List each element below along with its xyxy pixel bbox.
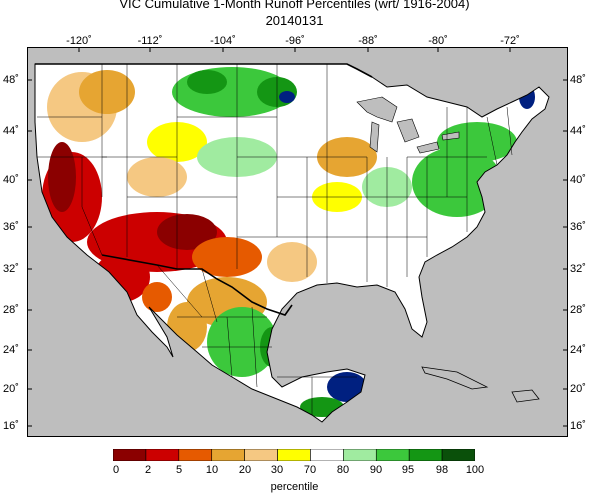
- colorbar-segment-8: [375, 449, 410, 461]
- lon-label-112w: -112˚: [137, 35, 163, 47]
- colorbar-segment-10: [441, 449, 475, 461]
- map-ticks: [27, 47, 568, 427]
- colorbar-segment-6: [310, 449, 344, 461]
- lat-label-44n-left: 44˚: [3, 125, 19, 137]
- lat-label-48n-left: 48˚: [3, 74, 19, 86]
- state-boundaries: [37, 64, 513, 287]
- lake-erie: [416, 141, 440, 154]
- lon-label-88w: -88˚: [358, 35, 378, 47]
- lat-label-20n-left: 20˚: [3, 383, 19, 395]
- colorbar-tick-80: 80: [336, 464, 350, 476]
- lat-label-32n-left: 32˚: [3, 263, 19, 275]
- region-dakota-extreme-wet: [279, 91, 295, 103]
- cuba-island: [421, 366, 489, 390]
- colorbar-tick-20: 20: [238, 464, 252, 476]
- colorbar-tick-70: 70: [303, 464, 317, 476]
- colorbar-segment-9: [408, 449, 443, 461]
- colorbar-tick-2: 2: [144, 464, 152, 476]
- runoff-percentile-map: [27, 47, 568, 437]
- colorbar-title: percentile: [270, 481, 319, 493]
- lat-label-36n-left: 36˚: [3, 221, 19, 233]
- hispaniola-island: [511, 389, 540, 403]
- colorbar-tick-98: 98: [435, 464, 449, 476]
- colorbar-tick-90: 90: [369, 464, 383, 476]
- colorbar-tick-95: 95: [401, 464, 415, 476]
- colorbar-tick-30: 30: [270, 464, 284, 476]
- coastline: [34, 63, 550, 423]
- lat-label-28n-right: 28˚: [570, 304, 586, 316]
- lat-label-16n-right: 16˚: [570, 420, 586, 432]
- colorbar-segment-7: [343, 449, 377, 461]
- lake-ontario: [441, 131, 460, 141]
- map-date: 20140131: [265, 13, 324, 28]
- lon-label-120w: -120˚: [66, 35, 92, 47]
- us-canada-border: [35, 63, 373, 78]
- lake-superior: [356, 96, 398, 123]
- colorbar-tick-10: 10: [205, 464, 219, 476]
- lat-label-16n-left: 16˚: [3, 420, 19, 432]
- colorbar-tick-100: 100: [465, 464, 485, 476]
- region-montana-very-wet: [187, 70, 227, 94]
- region-arizona-extreme: [157, 214, 217, 250]
- lon-label-72w: -72˚: [500, 35, 520, 47]
- lake-michigan: [369, 121, 380, 153]
- lat-label-36n-right: 36˚: [570, 221, 586, 233]
- lat-label-32n-right: 32˚: [570, 263, 586, 275]
- colorbar-tick-5: 5: [175, 464, 183, 476]
- us-mexico-border: [101, 254, 293, 316]
- colorbar-segment-2: [178, 449, 213, 461]
- region-newengland-wet: [437, 122, 517, 162]
- region-california-extreme: [48, 142, 76, 212]
- lon-label-96w: -96˚: [285, 35, 305, 47]
- colorbar-segment-0: [113, 449, 147, 461]
- lon-label-104w: -104˚: [210, 35, 236, 47]
- map-frame: [27, 47, 568, 437]
- region-baja-dry: [142, 282, 172, 312]
- region-idaho: [79, 70, 135, 114]
- lat-label-48n-right: 48˚: [570, 74, 586, 86]
- lat-label-40n-right: 40˚: [570, 174, 586, 186]
- map-title: VIC Cumulative 1-Month Runoff Percentile…: [119, 0, 470, 11]
- region-appalachian-wet: [412, 147, 502, 217]
- lon-label-80w: -80˚: [428, 35, 448, 47]
- colorbar-segment-1: [145, 449, 180, 461]
- colorbar-tick-0: 0: [112, 464, 120, 476]
- colorbar-segment-3: [211, 449, 245, 461]
- region-utah: [127, 157, 187, 197]
- colorbar: [113, 449, 475, 461]
- lat-label-24n-right: 24˚: [570, 344, 586, 356]
- lat-label-24n-left: 24˚: [3, 344, 19, 356]
- region-east-texas: [267, 242, 317, 282]
- lat-label-20n-right: 20˚: [570, 383, 586, 395]
- colorbar-segment-4: [244, 449, 278, 461]
- colorbar-segment-5: [277, 449, 311, 461]
- region-newmexico-dry: [192, 237, 262, 277]
- lat-label-44n-right: 44˚: [570, 125, 586, 137]
- lat-label-40n-left: 40˚: [3, 174, 19, 186]
- lake-huron: [396, 118, 420, 143]
- percentile-fill-layer: [42, 67, 535, 417]
- mexico-state-boundaries: [156, 264, 357, 415]
- lat-label-28n-left: 28˚: [3, 304, 19, 316]
- region-mexico-central-wet: [207, 307, 277, 377]
